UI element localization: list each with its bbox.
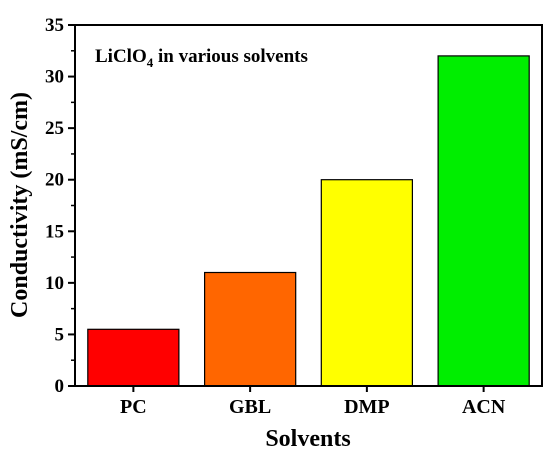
bar-gbl: [204, 271, 297, 387]
x-axis-ticks: PC GBL DMP ACN: [120, 386, 506, 418]
bar-pc: [87, 328, 180, 387]
x-tick-label: GBL: [229, 396, 271, 418]
x-tick-label: DMP: [344, 396, 390, 418]
y-tick-label: 30: [45, 67, 64, 88]
bars-group: [87, 55, 530, 387]
y-tick-label: 15: [45, 221, 64, 242]
x-tick-label: PC: [120, 396, 147, 418]
bar-dmp: [320, 179, 413, 387]
annotation-label: LiClO4 in various solvents: [95, 46, 308, 70]
y-axis-ticks: 0 5 10 15 20 25 30 35: [45, 15, 75, 397]
annotation-rest: in various solvents: [153, 46, 308, 67]
y-tick-label: 25: [45, 118, 64, 139]
y-axis-title: Conductivity (mS/cm): [7, 92, 33, 318]
annotation-subscript: 4: [147, 55, 154, 70]
y-tick-label: 35: [45, 15, 64, 36]
bar-acn: [437, 55, 530, 387]
y-tick-label: 0: [55, 376, 65, 397]
annotation-main: LiClO: [95, 46, 147, 67]
x-axis-title: Solvents: [265, 426, 350, 452]
x-tick-label: ACN: [462, 396, 506, 418]
y-tick-label: 10: [45, 273, 64, 294]
y-tick-label: 5: [55, 324, 65, 345]
y-tick-label: 20: [45, 170, 64, 191]
